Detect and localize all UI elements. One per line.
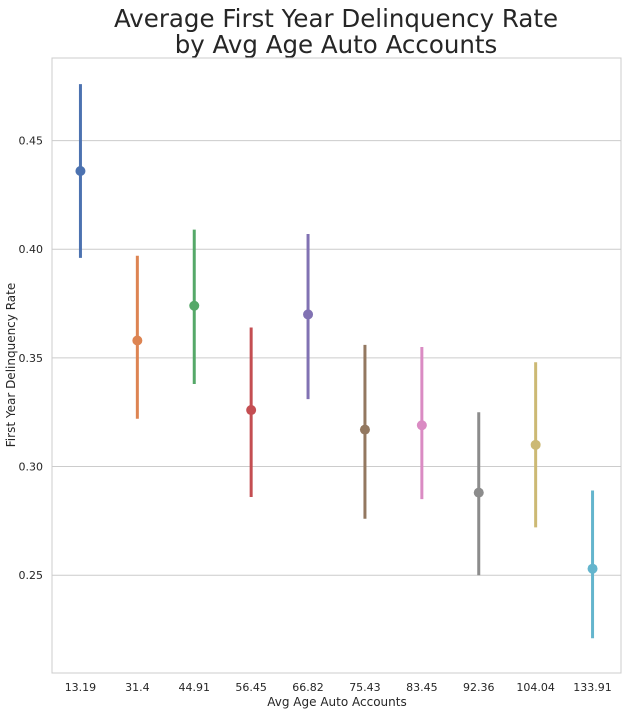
- x-tick-label: 75.43: [349, 681, 381, 694]
- data-point: [189, 300, 200, 311]
- x-tick-label: 104.04: [516, 681, 555, 694]
- y-tick-label: 0.30: [19, 461, 44, 474]
- x-tick-label: 92.36: [463, 681, 495, 694]
- y-tick-label: 0.35: [19, 352, 44, 365]
- plot-area-frame: [51, 57, 622, 674]
- data-point: [359, 424, 370, 435]
- data-points: [75, 166, 598, 574]
- data-point: [530, 439, 541, 450]
- x-tick-label: 83.45: [406, 681, 438, 694]
- data-point: [587, 563, 598, 574]
- data-point: [473, 487, 484, 498]
- x-tick-label: 56.45: [235, 681, 267, 694]
- y-tick-label: 0.40: [19, 243, 44, 256]
- y-tick-label: 0.45: [19, 135, 44, 148]
- y-axis-label: First Year Delinquency Rate: [4, 283, 18, 447]
- error-bars: [78, 84, 595, 639]
- data-point: [303, 309, 314, 320]
- data-point: [132, 335, 143, 346]
- x-tick-label: 31.4: [125, 681, 150, 694]
- chart-title-line-1: Average First Year Delinquency Rate: [114, 4, 558, 33]
- chart-title: Average First Year Delinquency Rate by A…: [114, 4, 558, 59]
- x-tick-label: 44.91: [179, 681, 211, 694]
- x-axis-label: Avg Age Auto Accounts: [267, 695, 406, 709]
- data-point: [416, 420, 427, 431]
- y-axis-ticks: 0.25 0.30 0.35 0.40 0.45: [19, 135, 44, 583]
- x-tick-label: 13.19: [65, 681, 97, 694]
- x-tick-label: 133.91: [573, 681, 612, 694]
- gridlines: [52, 140, 621, 576]
- x-tick-label: 66.82: [292, 681, 324, 694]
- data-point: [75, 166, 86, 177]
- y-tick-label: 0.25: [19, 569, 44, 582]
- x-axis-ticks: 13.19 31.4 44.91 56.45 66.82 75.43 83.45 92.36 1…: [65, 681, 612, 694]
- chart-title-line-2: by Avg Age Auto Accounts: [175, 30, 498, 59]
- data-point: [246, 405, 257, 416]
